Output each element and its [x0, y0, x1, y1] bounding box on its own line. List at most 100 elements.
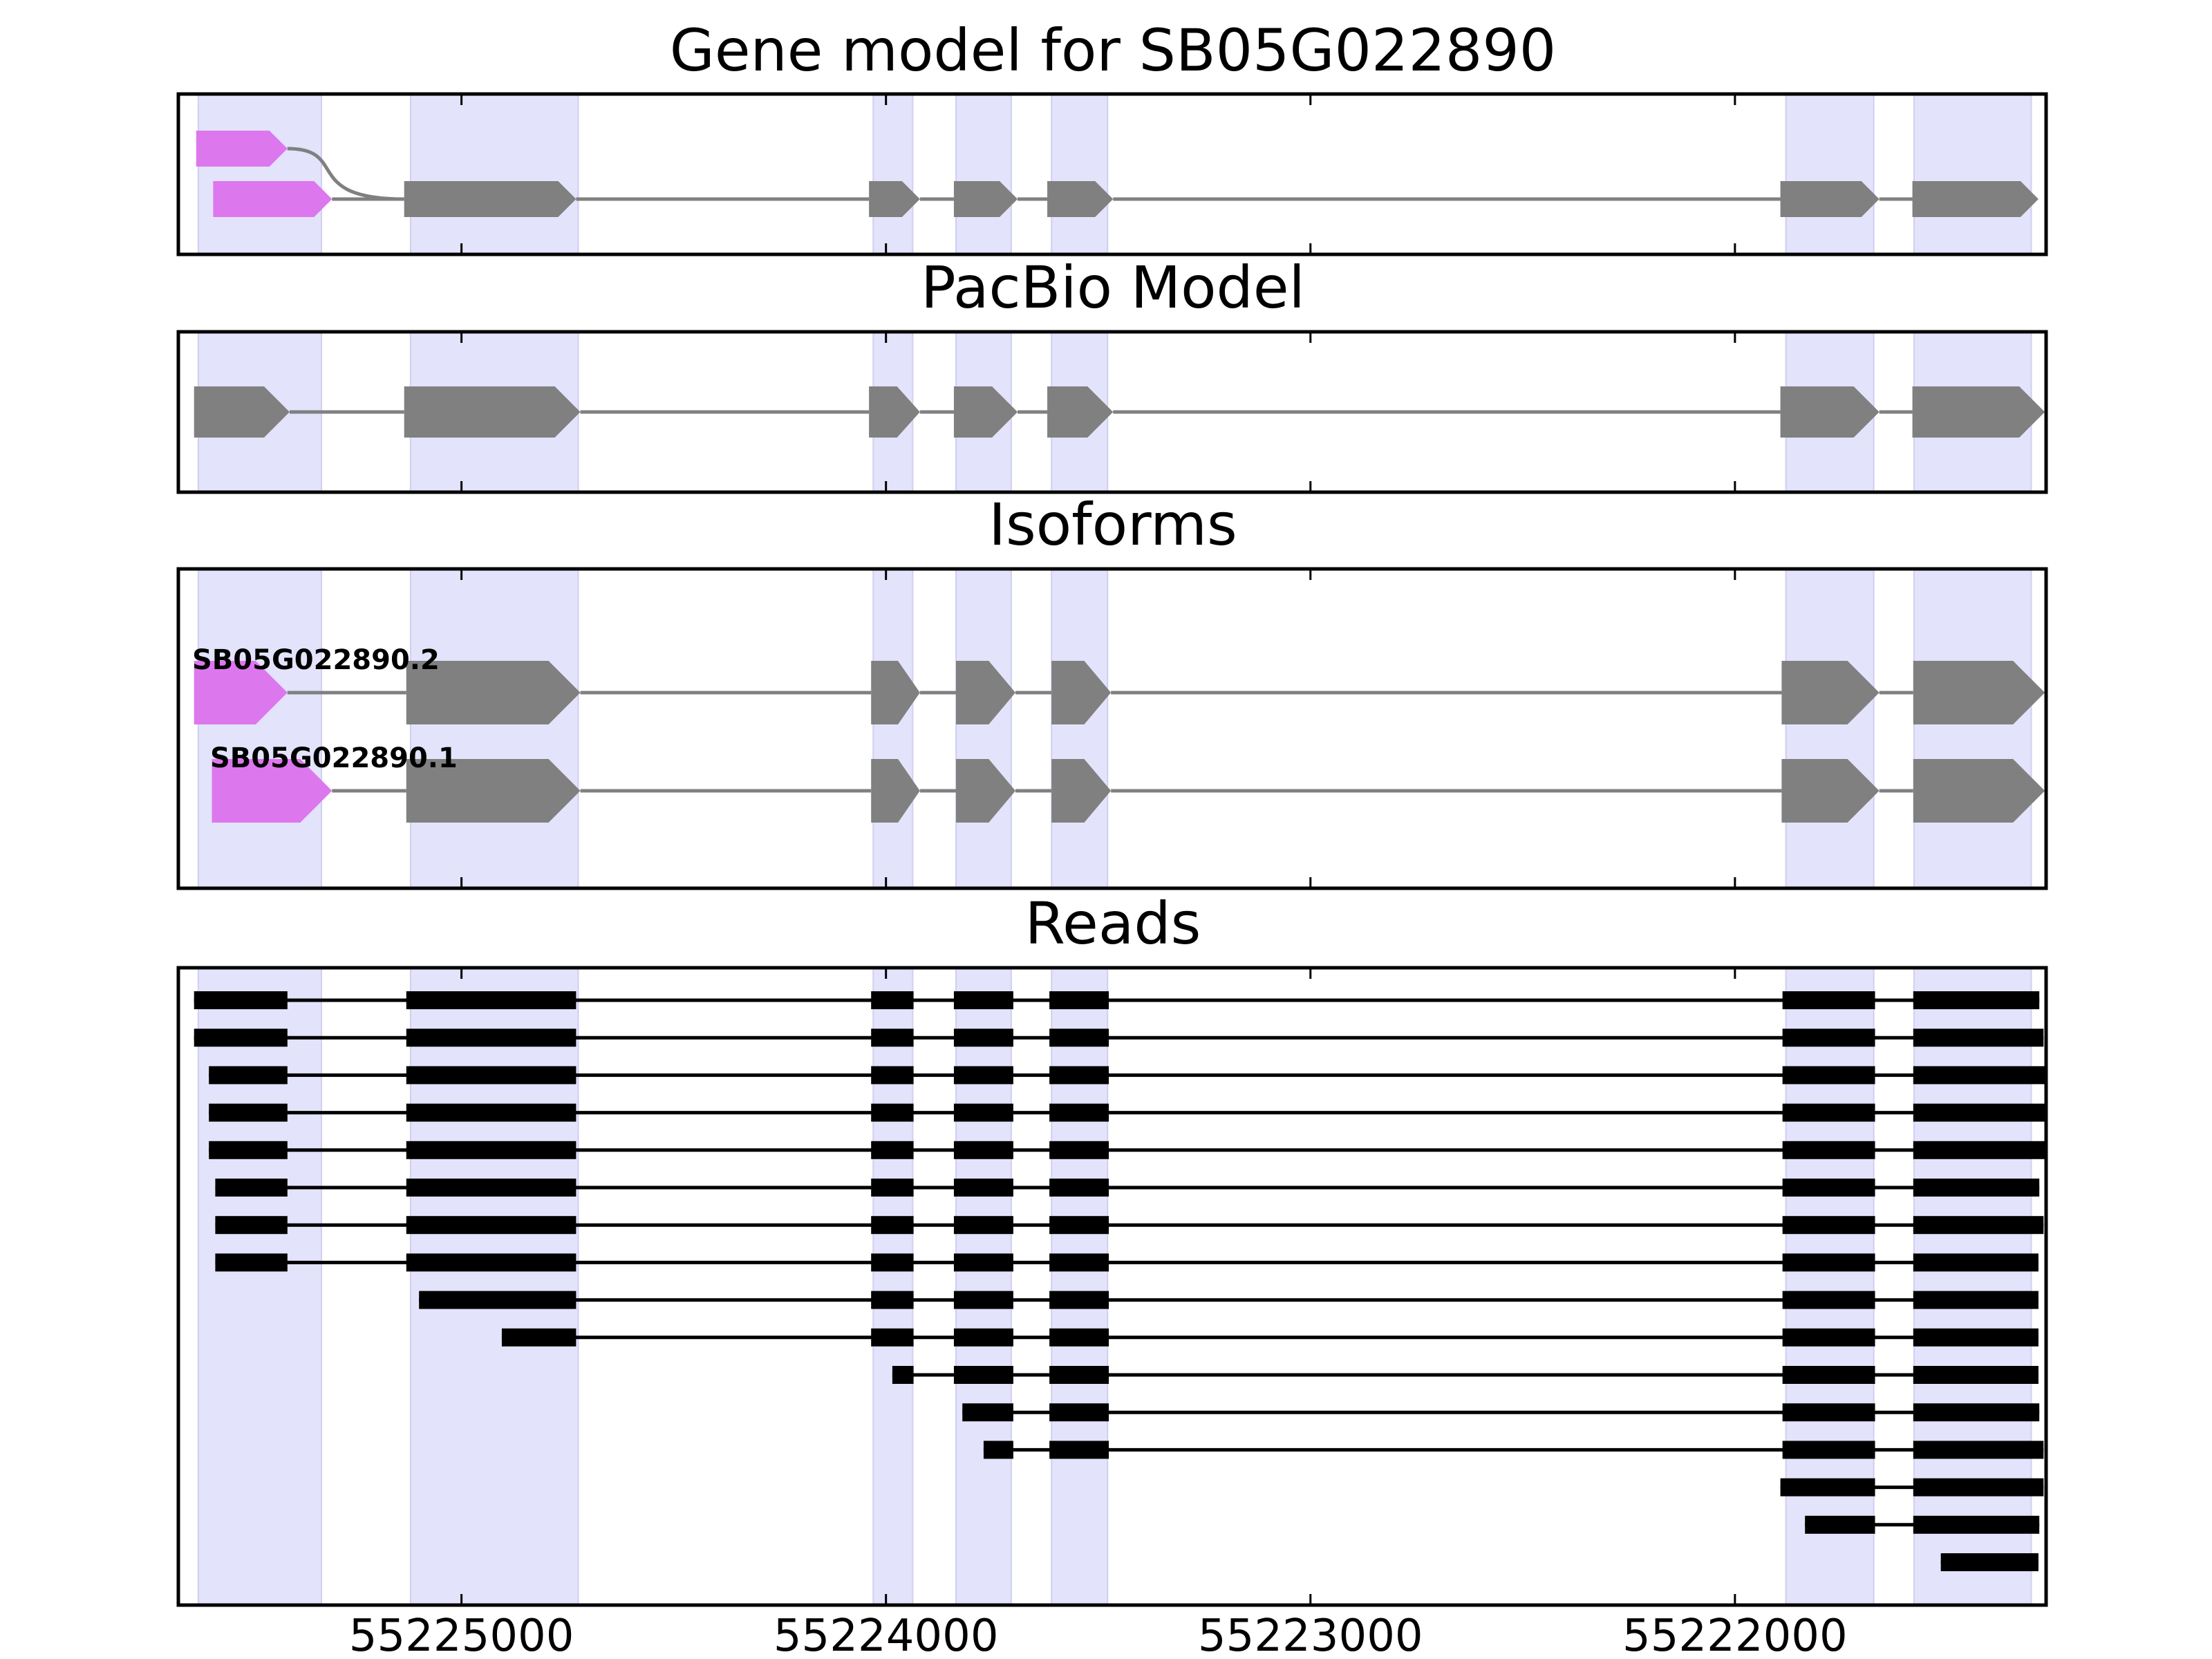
gene-model-title: Gene model for SB05G022890 [670, 17, 1556, 84]
read-block [1913, 1141, 2045, 1159]
read-block [871, 1029, 914, 1047]
isoforms-transcripts [194, 661, 2045, 823]
read-row [501, 1328, 2038, 1347]
highlight-region [1913, 93, 2032, 255]
read-block [1049, 1066, 1109, 1085]
read-block [1049, 1403, 1109, 1422]
pacbio-model-transcripts [194, 386, 2045, 438]
read-block [953, 1253, 1013, 1272]
panel-pacbio-model: PacBio Model [176, 254, 2048, 494]
read-block [1049, 1291, 1109, 1309]
read-block [406, 1103, 577, 1122]
read-block [1049, 1029, 1109, 1047]
gene-model-ticks [460, 94, 1736, 254]
pacbio-model-frame [176, 330, 2048, 494]
read-block [1049, 1441, 1109, 1459]
isoforms-labels: SB05G022890.2 SB05G022890.1 [192, 644, 458, 774]
exon-block [956, 759, 1015, 823]
read-block [1782, 1441, 1875, 1459]
read-row [215, 1179, 2040, 1197]
read-block [1913, 1103, 2045, 1122]
read-row [209, 1066, 2045, 1085]
read-block [406, 1253, 577, 1272]
x-tick-label: 55224000 [774, 1611, 999, 1659]
pacbio-model-title: PacBio Model [921, 254, 1305, 321]
read-block [983, 1441, 1013, 1459]
read-block [871, 1291, 914, 1309]
highlight-region [1785, 967, 1875, 1606]
read-block [406, 1141, 577, 1159]
panel-isoforms: Isoforms SB05G022890.2 SB05G022890.1 [176, 491, 2048, 890]
read-block [1782, 1029, 1875, 1047]
read-row [215, 1253, 2038, 1272]
reads-frame [176, 966, 2048, 1607]
read-block [1782, 1253, 1875, 1272]
read-block [406, 1066, 577, 1085]
exon-block [1047, 386, 1114, 438]
reads-ticks [460, 968, 1736, 1605]
read-row [892, 1366, 2038, 1384]
exon-block [1780, 181, 1880, 217]
read-block [1782, 1366, 1875, 1384]
reads-title: Reads [1025, 890, 1201, 957]
read-block [1782, 1403, 1875, 1422]
highlight-region [872, 93, 914, 255]
read-block [953, 1366, 1013, 1384]
read-block [871, 1179, 914, 1197]
read-block [1049, 1179, 1109, 1197]
exon-block [1047, 181, 1114, 217]
read-block [501, 1328, 577, 1347]
highlight-region [197, 967, 322, 1606]
read-block [871, 991, 914, 1009]
read-block [406, 1029, 577, 1047]
exon-block [406, 759, 581, 823]
read-block [1780, 1478, 1875, 1497]
read-block [871, 1216, 914, 1235]
read-block [1913, 1066, 2045, 1085]
read-block [953, 1216, 1013, 1235]
read-block [953, 1328, 1013, 1347]
exon-block [1051, 661, 1112, 724]
exon-block [404, 386, 581, 438]
x-axis-tick-labels: 55225000 55224000 55223000 55222000 [349, 1611, 1848, 1659]
read-block [871, 1103, 914, 1122]
read-block [1782, 1179, 1875, 1197]
read-block [1913, 991, 2040, 1009]
read-block [1782, 1216, 1875, 1235]
read-row [1805, 1515, 2040, 1534]
read-block [953, 1141, 1013, 1159]
read-block [1049, 1216, 1109, 1235]
read-block [1913, 1216, 2044, 1235]
isoform-label-2: SB05G022890.2 [192, 644, 440, 676]
exon-block [1912, 386, 2045, 438]
read-block [194, 1029, 288, 1047]
read-block [419, 1291, 577, 1309]
exon-block [1780, 386, 1880, 438]
read-block [1782, 1066, 1875, 1085]
highlight-region [409, 93, 579, 255]
utr-block [212, 759, 332, 823]
x-tick-label: 55222000 [1622, 1611, 1848, 1659]
read-block [1913, 1253, 2038, 1272]
read-block [1913, 1029, 2044, 1047]
exon-block [1781, 759, 1880, 823]
read-block [1805, 1515, 1875, 1534]
read-block [194, 991, 288, 1009]
exon-block [1781, 661, 1880, 724]
read-block [1913, 1291, 2038, 1309]
gene-model-highlights [197, 93, 2032, 255]
read-block [209, 1141, 288, 1159]
isoforms-frame [176, 567, 2048, 890]
utr-block [196, 131, 288, 167]
highlight-region [955, 967, 1012, 1606]
read-block [1913, 1403, 2040, 1422]
highlight-region [197, 93, 322, 255]
reads-highlights [197, 967, 2032, 1606]
read-row [209, 1141, 2045, 1159]
exon-block [1912, 181, 2038, 217]
highlight-region [1913, 967, 2032, 1606]
isoform-label-1: SB05G022890.1 [210, 742, 458, 774]
read-block [1913, 1179, 2040, 1197]
exon-block [1051, 759, 1112, 823]
